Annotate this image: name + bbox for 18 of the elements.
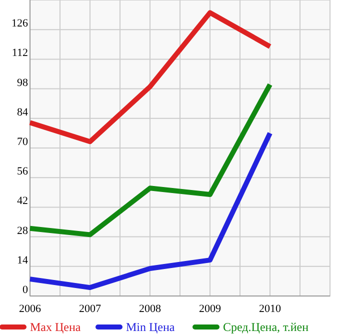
y-tick-label: 70 <box>17 136 28 148</box>
x-tick-label: 2006 <box>19 303 42 315</box>
legend-label: Min Цена <box>126 320 176 334</box>
y-tick-label: 28 <box>17 224 28 237</box>
y-tick-label: 126 <box>12 18 28 30</box>
x-tick-label: 2010 <box>259 303 282 315</box>
legend-label: Сред.Цена, т.йен <box>223 320 310 334</box>
legend-label: Max Цена <box>30 320 82 334</box>
x-tick-label: 2009 <box>199 303 222 315</box>
y-tick-label: 42 <box>17 195 28 208</box>
y-tick-label: 56 <box>17 166 28 178</box>
y-tick-label: 84 <box>17 106 28 118</box>
y-tick-label: 14 <box>17 254 28 266</box>
x-tick-label: 2007 <box>79 303 102 315</box>
y-tick-label: 98 <box>17 76 28 89</box>
y-tick-label: 112 <box>12 47 28 60</box>
y-tick-label: 0 <box>22 284 28 296</box>
x-tick-label: 2008 <box>139 303 162 315</box>
